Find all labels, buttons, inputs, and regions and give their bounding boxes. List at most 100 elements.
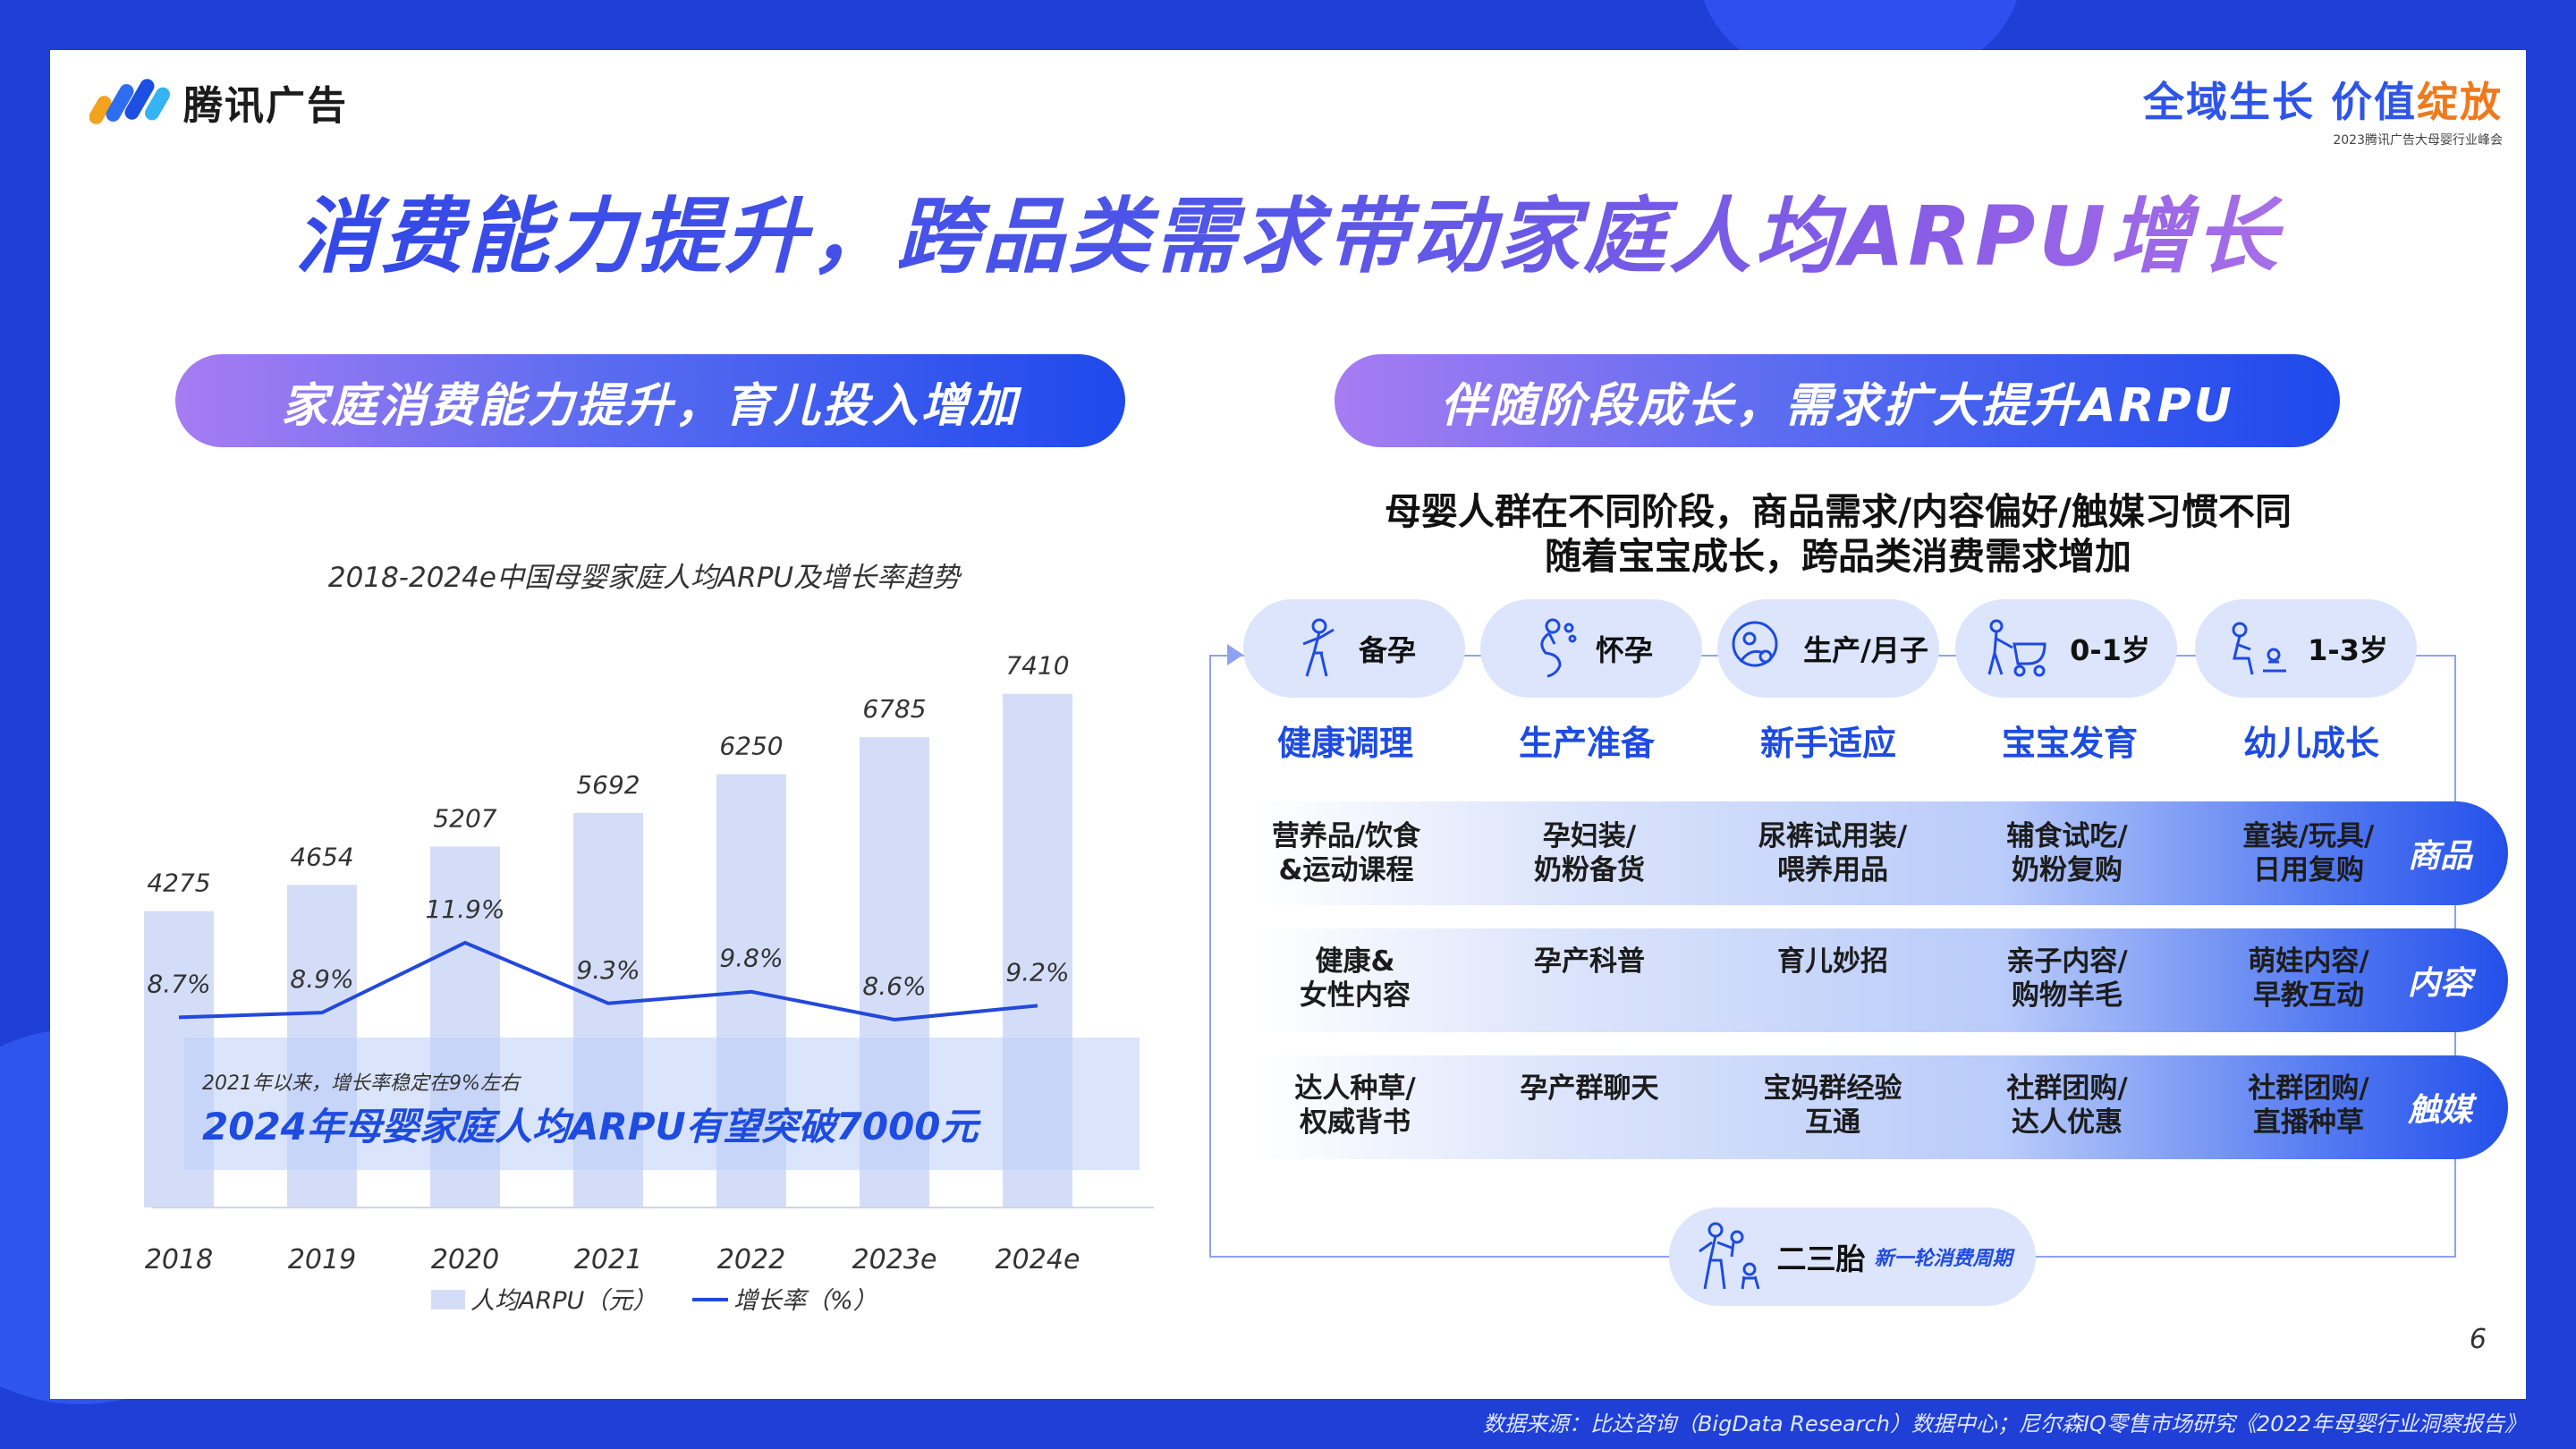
band-cell: 辅食试吃/奶粉复购 [1955, 819, 2179, 887]
band-cell: 营养品/饮食 &运动课程 [1234, 819, 1458, 887]
chart-title: 2018-2024e中国母婴家庭人均ARPU及增长率趋势 [327, 562, 961, 594]
cell-line: &运动课程 [1278, 854, 1414, 886]
family-kids-icon [1699, 1222, 1760, 1290]
bar-value-label: 6785 [862, 694, 926, 724]
stage-goal: 宝宝发育 [2001, 724, 2138, 763]
mother-baby-icon [1732, 621, 1778, 667]
stage-pill: 怀孕 [1480, 599, 1702, 698]
right-subtitle-line2: 随着宝宝成长，跨品类消费需求增加 [1545, 535, 2131, 578]
stage-pill: 1-3岁 [2195, 599, 2417, 698]
bar-value-label: 7410 [1005, 651, 1069, 681]
legend-bar-swatch [431, 1290, 465, 1309]
stage-label: 1-3岁 [2308, 633, 2388, 667]
cell-line: 尿裤试用装/ [1758, 820, 1908, 852]
cell-line: 早教互动 [2253, 979, 2364, 1012]
right-subtitle-line1: 母婴人群在不同阶段，商品需求/内容偏好/触媒习惯不同 [1385, 490, 2292, 533]
line-value-label: 9.2% [1005, 957, 1069, 987]
cell-line: 女性内容 [1300, 979, 1411, 1012]
slogan-part1: 全域生长 [2142, 78, 2315, 126]
slogan-subtitle: 2023腾讯广告大母婴行业峰会 [2333, 133, 2503, 148]
line-value-label: 8.7% [147, 969, 210, 998]
cell-line: 达人优惠 [2012, 1106, 2123, 1139]
cell-line: 达人种草/ [1294, 1072, 1416, 1105]
right-section-pill: 伴随阶段成长，需求扩大提升ARPU [1335, 354, 2340, 447]
data-source: 数据来源：比达咨询（BigData Research）数据中心；尼尔森IQ零售市… [1482, 1411, 2526, 1436]
band-cell: 健康& 女性内容 [1243, 945, 1467, 1013]
stage-pill: 生产/月子 [1717, 599, 1939, 698]
band-cell: 萌娃内容/早教互动 [2197, 945, 2420, 1013]
cell-line: 奶粉复购 [2012, 854, 2123, 886]
annotation-big: 2024年母婴家庭人均ARPU有望突破7000元 [202, 1105, 982, 1148]
band-goods: 商品 [1252, 801, 2508, 905]
x-tick-label: 2024e [996, 1244, 1080, 1275]
stage-label: 怀孕 [1595, 633, 1653, 667]
stage-goal: 新手适应 [1759, 724, 1896, 763]
x-tick-label: 2021 [574, 1244, 642, 1275]
bar-value-label: 4654 [290, 842, 353, 871]
cell-line: 辅食试吃/ [2006, 820, 2128, 852]
x-tick-label: 2022 [717, 1244, 785, 1275]
band-cell: 童装/玩具/日用复购 [2197, 819, 2420, 887]
band-label: 内容 [2407, 965, 2472, 1002]
band-cell: 育儿妙招 [1721, 945, 1945, 979]
band-label: 商品 [2407, 838, 2472, 875]
stage-goal: 生产准备 [1518, 724, 1655, 763]
line-value-label: 8.9% [290, 964, 353, 994]
event-slogan: 全域生长 价值绽放 2023腾讯广告大母婴行业峰会 [2143, 70, 2503, 148]
growth-line [178, 940, 1038, 1022]
brand-name: 腾讯广告 [183, 83, 348, 129]
page-number: 6 [2469, 1324, 2487, 1355]
slogan-part3: 绽放 [2417, 78, 2503, 126]
band-cell: 尿裤试用装/喂养用品 [1721, 819, 1945, 887]
cell-line: 权威背书 [1300, 1106, 1411, 1139]
toddler-play-icon [2232, 622, 2287, 675]
annotation-small: 2021年以来，增长率稳定在9%左右 [202, 1072, 522, 1095]
stage-pill: 备孕 [1243, 599, 1465, 698]
bar-value-label: 6250 [719, 732, 783, 761]
cycle-label: 二三胎 [1776, 1241, 1866, 1276]
cell-line: 社群团购/ [2248, 1072, 2369, 1105]
cell-line: 喂养用品 [1777, 854, 1888, 886]
legend-bar-label: 人均ARPU（元） [470, 1287, 657, 1315]
cell-line: 社群团购/ [2006, 1072, 2128, 1105]
tencent-ads-logo [89, 79, 170, 124]
band-cell: 达人种草/权威背书 [1243, 1072, 1467, 1140]
cycle-note: 新一轮消费周期 [1874, 1248, 2012, 1270]
cell-line: 日用复购 [2253, 854, 2364, 886]
cell-line: 孕产群聊天 [1520, 1072, 1659, 1105]
stage-label: 0-1岁 [2070, 633, 2150, 667]
stage-goal: 幼儿成长 [2242, 724, 2379, 763]
stage-label: 备孕 [1358, 633, 1416, 667]
bar-value-label: 5207 [433, 803, 496, 833]
stage-label: 生产/月子 [1803, 633, 1928, 667]
band-cell: 孕产科普 [1478, 945, 1701, 979]
slogan-part2: 价值 [2331, 78, 2417, 126]
cell-line: 宝妈群经验 [1763, 1072, 1902, 1105]
cell-line: 亲子内容/ [2006, 945, 2128, 978]
cell-line: 直播种草 [2253, 1106, 2364, 1139]
x-tick-label: 2019 [288, 1244, 356, 1275]
pregnancy-icon [1540, 618, 1577, 678]
bar-value-label: 4275 [147, 869, 210, 898]
x-tick-label: 2023e [852, 1244, 937, 1275]
band-content: 内容 [1252, 928, 2508, 1032]
stage-pill: 0-1岁 [1955, 599, 2177, 698]
band-cell: 亲子内容/购物羊毛 [1955, 945, 2179, 1013]
band-media: 触媒 [1252, 1055, 2508, 1159]
arpu-chart: 4275 2018 4654 2019 5207 2020 5692 2021 6250 2022… [144, 651, 1154, 1315]
x-tick-label: 2020 [431, 1244, 499, 1275]
legend-line-label: 增长率（%） [733, 1287, 877, 1315]
line-value-label: 8.6% [862, 971, 926, 1001]
stroller-icon [1987, 619, 2046, 677]
cell-line: 互通 [1805, 1106, 1860, 1139]
bar-value-label: 5692 [576, 770, 640, 800]
band-cell: 社群团购/直播种草 [2197, 1072, 2420, 1140]
cell-line: 孕产科普 [1534, 945, 1645, 978]
band-cell: 社群团购/达人优惠 [1955, 1072, 2179, 1140]
band-cell: 孕妇装/奶粉备货 [1478, 819, 1701, 887]
band-cell: 宝妈群经验 互通 [1721, 1072, 1945, 1140]
annotation-band [184, 1038, 1140, 1170]
left-section-pill: 家庭消费能力提升，育儿投入增加 [175, 354, 1125, 447]
stage-goal: 健康调理 [1276, 724, 1413, 763]
cell-line: 健康& [1315, 945, 1395, 978]
